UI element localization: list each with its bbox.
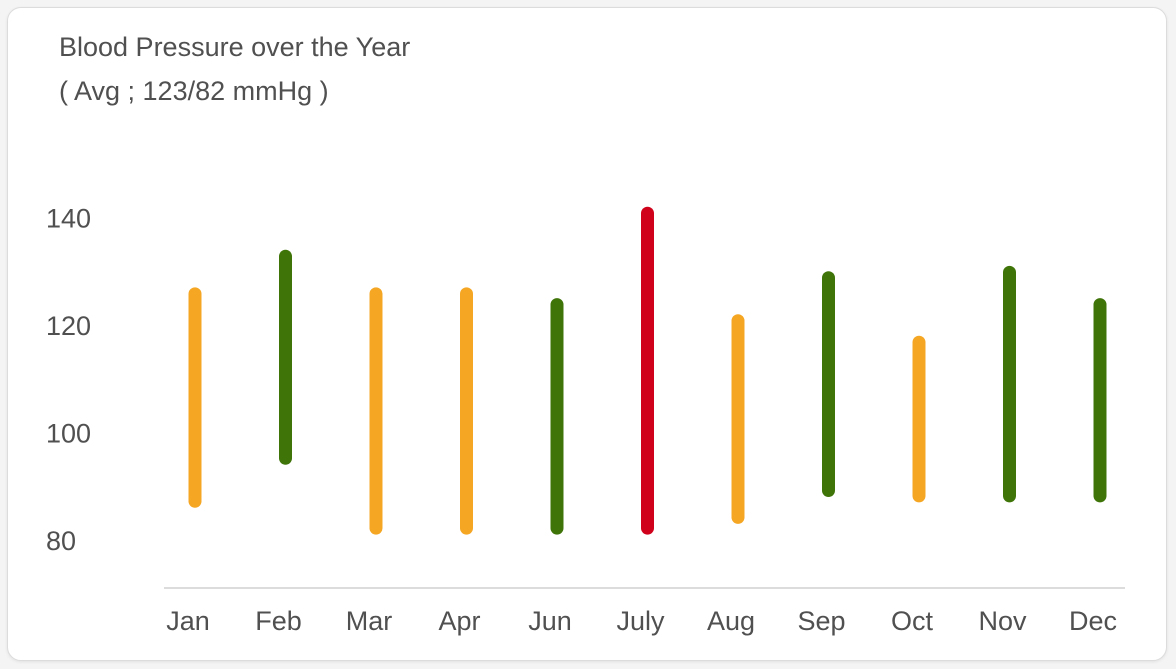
range-bars — [188, 206, 1107, 535]
y-tick-label: 140 — [46, 204, 91, 234]
x-axis-ticks: Jan Feb Mar Apr Jun July Aug Sep Oct Nov Dec — [166, 606, 1117, 636]
range-bar-aug — [731, 314, 745, 524]
x-tick-label: Dec — [1069, 606, 1117, 636]
y-tick-label: 120 — [46, 311, 91, 341]
range-bar-sep — [822, 271, 835, 497]
x-tick-label: Apr — [438, 606, 480, 636]
x-tick-label: Feb — [255, 606, 302, 636]
x-tick-label: Jan — [166, 606, 210, 636]
y-axis-ticks: 80 100 120 140 — [46, 204, 91, 557]
x-tick-label: July — [616, 606, 665, 636]
range-bar-apr — [460, 287, 473, 535]
chart-title: Blood Pressure over the Year — [59, 32, 411, 62]
range-bar-nov — [1003, 265, 1016, 503]
range-bar-july — [641, 206, 654, 535]
chart-subtitle: ( Avg ; 123/82 mmHg ) — [59, 76, 329, 106]
x-tick-label: Nov — [978, 606, 1027, 636]
x-tick-label: Oct — [891, 606, 934, 636]
range-bar-oct — [912, 335, 926, 503]
range-bar-feb — [279, 249, 292, 465]
y-tick-label: 80 — [46, 526, 76, 556]
x-tick-label: Sep — [797, 606, 845, 636]
x-tick-label: Jun — [528, 606, 572, 636]
x-tick-label: Aug — [707, 606, 755, 636]
range-bar-dec — [1093, 298, 1107, 503]
y-tick-label: 100 — [46, 419, 91, 449]
range-bar-mar — [369, 287, 383, 535]
range-bar-jan — [188, 287, 202, 508]
range-bar-jun — [550, 298, 564, 535]
x-tick-label: Mar — [346, 606, 393, 636]
